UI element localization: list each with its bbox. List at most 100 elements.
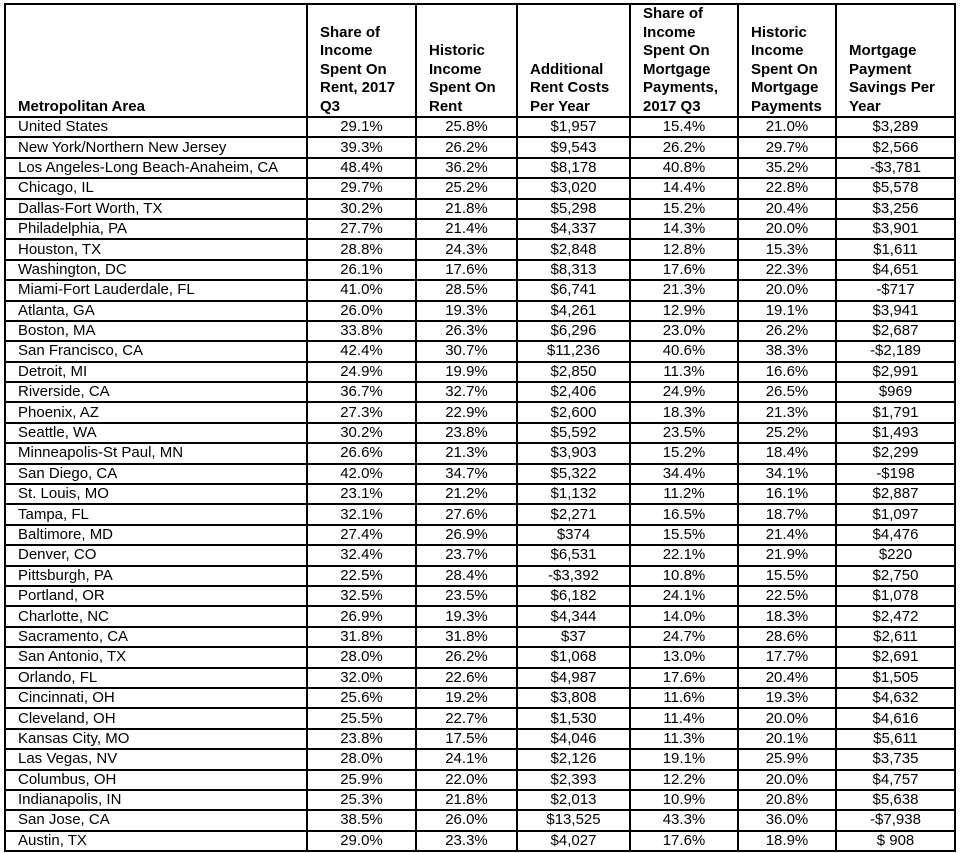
- table-row: Kansas City, MO 23.8% 17.5% $4,046 11.3% 20.1…: [4, 727, 956, 751]
- cell-share-rent-2017q3: 26.9%: [306, 605, 417, 628]
- cell-additional-rent-costs: $3,020: [516, 177, 631, 200]
- cell-metropolitan-area: Philadelphia, PA: [4, 217, 308, 241]
- cell-historic-mortgage-share: 20.0%: [737, 707, 837, 730]
- cell-additional-rent-costs: $1,957: [516, 115, 631, 139]
- cell-share-mortgage-2017q3: 14.4%: [629, 177, 739, 200]
- cell-share-rent-2017q3: 25.9%: [306, 768, 417, 791]
- cell-share-rent-2017q3: 48.4%: [306, 156, 417, 180]
- cell-share-mortgage-2017q3: 24.9%: [629, 381, 739, 404]
- cell-share-mortgage-2017q3: 15.4%: [629, 115, 739, 139]
- cell-mortgage-savings: $4,651: [835, 258, 956, 282]
- cell-additional-rent-costs: $6,296: [516, 319, 631, 343]
- cell-historic-rent-share: 21.3%: [415, 442, 518, 465]
- header-line: Q3: [320, 97, 341, 115]
- cell-historic-mortgage-share: 20.4%: [737, 197, 837, 220]
- table-row: Pittsburgh, PA 22.5% 28.4% -$3,392 10.8% 15.5…: [4, 564, 956, 588]
- cell-historic-mortgage-share: 20.8%: [737, 788, 837, 812]
- table-row: Orlando, FL 32.0% 22.6% $4,987 17.6% 20.4% $1,…: [4, 666, 956, 689]
- cell-additional-rent-costs: $37: [516, 625, 631, 649]
- table-row: Miami-Fort Lauderdale, FL 41.0% 28.5% $6,74…: [4, 279, 956, 302]
- header-line: Metropolitan Area: [18, 97, 145, 115]
- cell-additional-rent-costs: $2,126: [516, 748, 631, 771]
- cell-share-rent-2017q3: 25.6%: [306, 686, 417, 710]
- cell-share-rent-2017q3: 26.0%: [306, 299, 417, 322]
- cell-share-rent-2017q3: 27.3%: [306, 401, 417, 424]
- cell-metropolitan-area: Charlotte, NC: [4, 605, 308, 628]
- cell-metropolitan-area: Miami-Fort Lauderdale, FL: [4, 279, 308, 302]
- table-row: Cleveland, OH 25.5% 22.7% $1,530 11.4% 20.0% $…: [4, 707, 956, 730]
- cell-additional-rent-costs: $2,600: [516, 401, 631, 424]
- cell-share-rent-2017q3: 27.4%: [306, 523, 417, 547]
- table-row: San Diego, CA 42.0% 34.7% $5,322 34.4% 34.1% -…: [4, 462, 956, 486]
- cell-metropolitan-area: Minneapolis-St Paul, MN: [4, 442, 308, 465]
- header-line: Income: [751, 42, 804, 59]
- cell-share-rent-2017q3: 32.0%: [306, 666, 417, 689]
- cell-additional-rent-costs: $5,298: [516, 197, 631, 220]
- cell-historic-rent-share: 26.2%: [415, 646, 518, 669]
- cell-mortgage-savings: $3,901: [835, 217, 956, 241]
- cell-historic-rent-share: 21.8%: [415, 788, 518, 812]
- cell-metropolitan-area: San Jose, CA: [4, 809, 308, 832]
- cell-historic-mortgage-share: 21.3%: [737, 401, 837, 424]
- table-row: Portland, OR 32.5% 23.5% $6,182 24.1% 22.5% $1…: [4, 584, 956, 608]
- table-row: San Antonio, TX 28.0% 26.2% $1,068 13.0% 17.7…: [4, 646, 956, 669]
- cell-metropolitan-area: Austin, TX: [4, 829, 308, 853]
- column-header-metropolitan-area: Metropolitan Area: [4, 3, 308, 118]
- cell-share-mortgage-2017q3: 18.3%: [629, 401, 739, 424]
- cell-historic-mortgage-share: 28.6%: [737, 625, 837, 649]
- cell-share-rent-2017q3: 23.1%: [306, 483, 417, 506]
- cell-share-rent-2017q3: 28.0%: [306, 646, 417, 669]
- cell-share-mortgage-2017q3: 12.8%: [629, 238, 739, 261]
- table-row: Cincinnati, OH 25.6% 19.2% $3,808 11.6% 19.3%…: [4, 686, 956, 710]
- table-row: Los Angeles-Long Beach-Anaheim, CA 48.4% 3…: [4, 156, 956, 180]
- cell-metropolitan-area: Kansas City, MO: [4, 727, 308, 751]
- cell-historic-rent-share: 24.1%: [415, 748, 518, 771]
- header-line: Share of: [320, 23, 381, 41]
- table-row: Houston, TX 28.8% 24.3% $2,848 12.8% 15.3% $1,…: [4, 238, 956, 261]
- cell-historic-mortgage-share: 19.3%: [737, 686, 837, 710]
- cell-share-rent-2017q3: 29.0%: [306, 829, 417, 853]
- cell-historic-mortgage-share: 38.3%: [737, 340, 837, 363]
- cell-metropolitan-area: Tampa, FL: [4, 503, 308, 526]
- cell-historic-rent-share: 32.7%: [415, 381, 518, 404]
- header-line: 2017 Q3: [643, 97, 701, 115]
- column-header-share-rent-2017q3: Share of Income Spent On Rent, 2017 Q3: [306, 3, 417, 118]
- header-line: Income: [320, 42, 373, 59]
- header-row: Metropolitan Area Share of Income Spent On R…: [4, 3, 956, 118]
- cell-share-rent-2017q3: 28.8%: [306, 238, 417, 261]
- table-row: Austin, TX 29.0% 23.3% $4,027 17.6% 18.9% $ 90…: [4, 829, 956, 853]
- cell-mortgage-savings: $2,611: [835, 625, 956, 649]
- column-header-mortgage-savings: Mortgage Payment Savings Per Year: [835, 3, 956, 118]
- cell-mortgage-savings: -$717: [835, 279, 956, 302]
- cell-share-mortgage-2017q3: 21.3%: [629, 279, 739, 302]
- cell-mortgage-savings: $1,097: [835, 503, 956, 526]
- cell-historic-mortgage-share: 34.1%: [737, 462, 837, 486]
- cell-mortgage-savings: -$7,938: [835, 809, 956, 832]
- cell-historic-rent-share: 23.3%: [415, 829, 518, 853]
- cell-share-mortgage-2017q3: 16.5%: [629, 503, 739, 526]
- cell-historic-rent-share: 30.7%: [415, 340, 518, 363]
- cell-historic-mortgage-share: 35.2%: [737, 156, 837, 180]
- cell-additional-rent-costs: $5,592: [516, 421, 631, 445]
- header-line: Spent On: [429, 79, 496, 96]
- table-row: Indianapolis, IN 25.3% 21.8% $2,013 10.9% 20.…: [4, 788, 956, 812]
- cell-metropolitan-area: Boston, MA: [4, 319, 308, 343]
- cell-share-mortgage-2017q3: 23.5%: [629, 421, 739, 445]
- cell-share-mortgage-2017q3: 14.0%: [629, 605, 739, 628]
- cell-historic-mortgage-share: 25.9%: [737, 748, 837, 771]
- cell-mortgage-savings: $1,493: [835, 421, 956, 445]
- cell-metropolitan-area: Cincinnati, OH: [4, 686, 308, 710]
- table-row: Riverside, CA 36.7% 32.7% $2,406 24.9% 26.5% $…: [4, 381, 956, 404]
- cell-mortgage-savings: $2,887: [835, 483, 956, 506]
- cell-metropolitan-area: Dallas-Fort Worth, TX: [4, 197, 308, 220]
- cell-mortgage-savings: $3,289: [835, 115, 956, 139]
- cell-historic-rent-share: 25.2%: [415, 177, 518, 200]
- cell-share-rent-2017q3: 30.2%: [306, 421, 417, 445]
- cell-additional-rent-costs: $1,132: [516, 483, 631, 506]
- cell-historic-mortgage-share: 21.9%: [737, 544, 837, 567]
- cell-historic-rent-share: 28.5%: [415, 279, 518, 302]
- cell-historic-mortgage-share: 22.3%: [737, 258, 837, 282]
- cell-historic-rent-share: 22.0%: [415, 768, 518, 791]
- cell-share-mortgage-2017q3: 12.9%: [629, 299, 739, 322]
- cell-share-mortgage-2017q3: 19.1%: [629, 748, 739, 771]
